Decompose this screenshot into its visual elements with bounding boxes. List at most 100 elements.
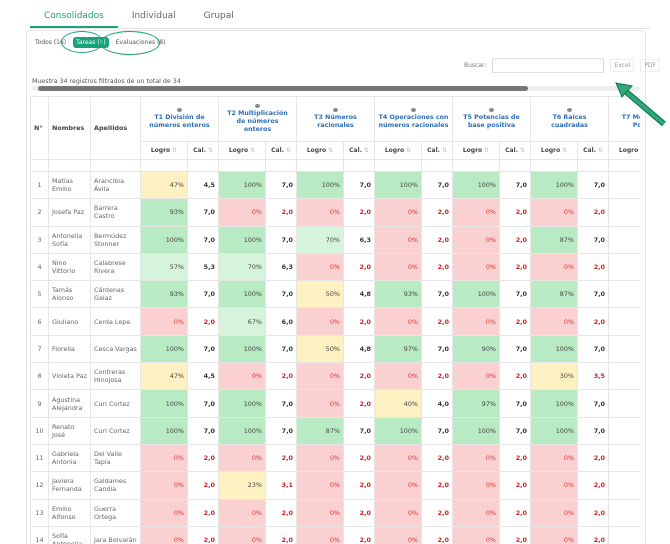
sort-cell <box>296 159 344 172</box>
sort-cell <box>421 159 453 172</box>
achievement: 0% <box>374 498 422 527</box>
grade: 7,0 <box>187 198 219 227</box>
row-number: 9 <box>30 389 49 418</box>
grade: 2,0 <box>577 252 610 282</box>
eye-icon <box>333 108 338 112</box>
row-number: 6 <box>30 307 49 336</box>
grade: 2,0 <box>187 498 219 527</box>
sort-cell <box>218 159 266 172</box>
grade: 2,0 <box>343 443 375 473</box>
table-row: 4 Nino Vittorio Calabrese Rivera 57% 5,3 70% 6… <box>30 252 640 282</box>
table-row: 2 Josefa Paz Barrera Castro 93% 7,0 0% 2,0 0% 2,… <box>30 198 640 227</box>
grade: 7,0 <box>498 416 532 445</box>
achievement: 87% <box>530 225 579 254</box>
achievement: - <box>608 307 640 336</box>
table-row: 9 Agustina Alejandra Curi Cortez 100% 7,0 100… <box>30 389 640 418</box>
last-name: Del Valle Tapia <box>90 443 141 473</box>
first-name: Emilio Alfonso <box>48 498 91 527</box>
achievement: 100% <box>218 225 266 254</box>
sort-cell <box>90 159 141 172</box>
grade: 6,3 <box>343 225 375 254</box>
achievement: 0% <box>530 443 579 473</box>
achievement: 70% <box>296 225 344 254</box>
achievement: 0% <box>530 471 579 500</box>
achievement: 70% <box>218 252 266 282</box>
task-title: T3 Números racionales <box>314 114 357 129</box>
eye-icon <box>489 108 494 112</box>
task-title: T7 Medidas de Posición <box>621 114 640 129</box>
annotation-ring <box>61 31 103 53</box>
grade: 2,0 <box>343 389 375 418</box>
filter-pill[interactable]: Todos (16) <box>35 39 67 46</box>
row-number: 2 <box>30 198 49 227</box>
achievement: 50% <box>296 280 344 309</box>
search-input[interactable] <box>492 58 605 73</box>
button[interactable]: Excel <box>610 59 635 72</box>
button[interactable]: PDF <box>640 59 661 72</box>
subheader: Logro <box>452 141 500 160</box>
sort-cell <box>30 159 49 172</box>
first-name: Sofía Antonella <box>48 525 91 544</box>
sort-cell <box>48 159 91 172</box>
achievement: 0% <box>530 198 579 227</box>
last-name: Galdames Candia <box>90 471 141 500</box>
achievement: 40% <box>374 389 422 418</box>
grade: 2,0 <box>421 525 453 544</box>
achievement: 0% <box>374 362 422 391</box>
grade: 7,0 <box>187 416 219 445</box>
achievement: 100% <box>530 334 579 364</box>
eye-icon <box>567 108 573 112</box>
task-header: T7 Medidas de Posición <box>608 96 640 142</box>
subheader: Logro <box>140 141 188 160</box>
sort-row <box>30 159 640 172</box>
grade: 2,0 <box>421 225 453 254</box>
grade: 7,0 <box>421 280 453 309</box>
achievement: 100% <box>374 170 422 200</box>
grade: 2,0 <box>498 471 532 500</box>
scrollbar[interactable] <box>32 86 640 91</box>
subheader: Logro <box>608 141 640 160</box>
row-number: 14 <box>30 525 49 544</box>
achievement: 0% <box>452 471 500 500</box>
achievement: - <box>608 198 640 227</box>
achievement: 0% <box>296 252 344 282</box>
last-name: Jara Bolvarán <box>90 525 141 544</box>
grade: 2,0 <box>343 498 375 527</box>
last-name: Guerra Ortega <box>90 498 141 527</box>
achievement: 0% <box>218 498 266 527</box>
table-wrap: N° Nombres Apellidos T1 División de números… <box>30 96 640 544</box>
grade: 7,0 <box>265 389 297 418</box>
grade: 7,0 <box>187 280 219 309</box>
achievement: 0% <box>452 198 500 227</box>
achievement: 0% <box>374 471 422 500</box>
task-header: T5 Potencias de base positiva <box>451 96 532 142</box>
tab[interactable]: Consolidados <box>30 8 118 28</box>
grade: 2,0 <box>498 443 532 473</box>
tab[interactable]: Grupal <box>203 11 234 21</box>
achievement: 93% <box>140 198 188 227</box>
sort-cell <box>140 159 188 172</box>
achievement: - <box>608 525 640 544</box>
row-number: 3 <box>30 225 49 254</box>
achievement: 0% <box>452 252 500 282</box>
task-title: T4 Operaciones con números racionales <box>378 114 449 129</box>
last-name: Calabrese Rivera <box>90 252 141 282</box>
achievement: 0% <box>530 252 579 282</box>
first-name: Tamás Alonso <box>48 280 91 309</box>
subheader: Cal. <box>343 141 375 160</box>
last-name: Curi Cortez <box>90 416 141 445</box>
tab[interactable]: Individual <box>131 11 176 21</box>
grade: 7,0 <box>187 225 219 254</box>
subheader: Cal. <box>498 141 532 160</box>
achievement: - <box>608 170 640 200</box>
grade: 2,0 <box>343 362 375 391</box>
achievement: 100% <box>140 225 188 254</box>
grade: 6,3 <box>265 252 297 282</box>
scroll-thumb[interactable] <box>38 86 528 91</box>
achievement: 100% <box>530 416 579 445</box>
grade: 2,0 <box>265 498 297 527</box>
grade: 2,0 <box>421 362 453 391</box>
achievement: 100% <box>530 389 579 418</box>
grade: 3,1 <box>265 471 297 500</box>
achievement: - <box>608 498 640 527</box>
